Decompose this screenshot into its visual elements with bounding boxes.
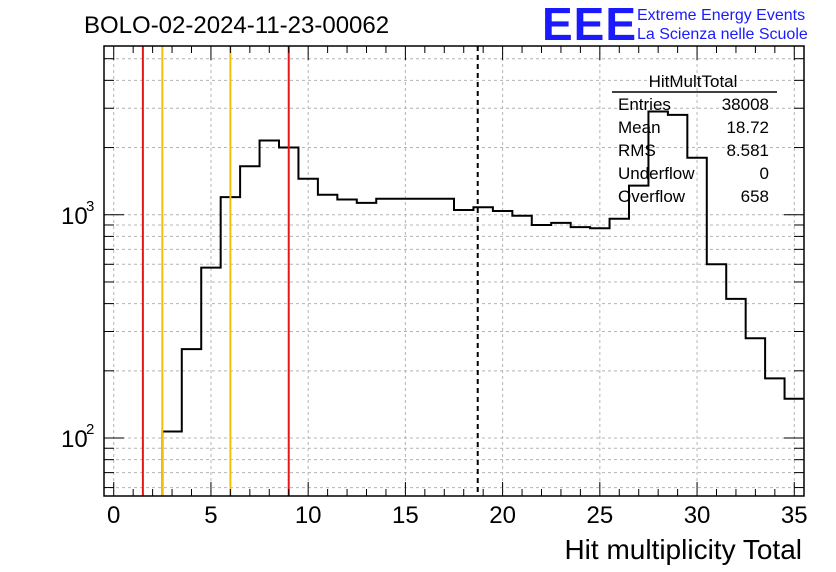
eee-logo: EEE Extreme Energy Events La Scienza nel… (542, 0, 808, 50)
axis-ticks (104, 46, 804, 496)
stats-box: HitMultTotal Entries 38008 Mean 18.72 RM… (612, 72, 777, 206)
histogram-series (161, 110, 804, 496)
x-axis-title: Hit multiplicity Total (564, 534, 802, 565)
x-tick-label: 10 (295, 502, 322, 529)
eee-logo-line2: La Scienza nelle Scuole (637, 26, 808, 43)
grid (104, 46, 804, 496)
stats-overflow-value: 658 (741, 187, 769, 206)
eee-logo-mark: EEE (542, 0, 637, 50)
stats-overflow-label: Overflow (618, 187, 686, 206)
x-tick-label: 0 (107, 502, 120, 529)
x-tick-label: 35 (781, 502, 808, 529)
stats-entries-value: 38008 (722, 95, 769, 114)
stats-title: HitMultTotal (649, 72, 738, 91)
y-tick-label: 10 (61, 426, 88, 453)
stats-rms-value: 8.581 (726, 141, 769, 160)
stats-entries-label: Entries (618, 95, 671, 114)
histogram-line (161, 110, 804, 496)
x-tick-labels: 0 5 10 15 20 25 30 35 (107, 502, 808, 529)
plot-frame (103, 45, 805, 497)
vertical-markers (141, 46, 479, 496)
stats-underflow-label: Underflow (618, 164, 695, 183)
y-tick-label: 10 (61, 203, 88, 230)
stats-rms-label: RMS (618, 141, 656, 160)
x-tick-label: 30 (684, 502, 711, 529)
stats-mean-value: 18.72 (726, 118, 769, 137)
stats-underflow-value: 0 (760, 164, 769, 183)
stats-mean-label: Mean (618, 118, 661, 137)
y-tick-exponent: 2 (86, 421, 94, 438)
x-tick-label: 20 (489, 502, 516, 529)
x-tick-label: 5 (204, 502, 217, 529)
x-tick-label: 25 (586, 502, 613, 529)
y-tick-exponent: 3 (86, 198, 94, 215)
x-tick-label: 15 (392, 502, 419, 529)
eee-logo-line1: Extreme Energy Events (637, 7, 805, 24)
run-title: BOLO-02-2024-11-23-00062 (84, 12, 389, 39)
